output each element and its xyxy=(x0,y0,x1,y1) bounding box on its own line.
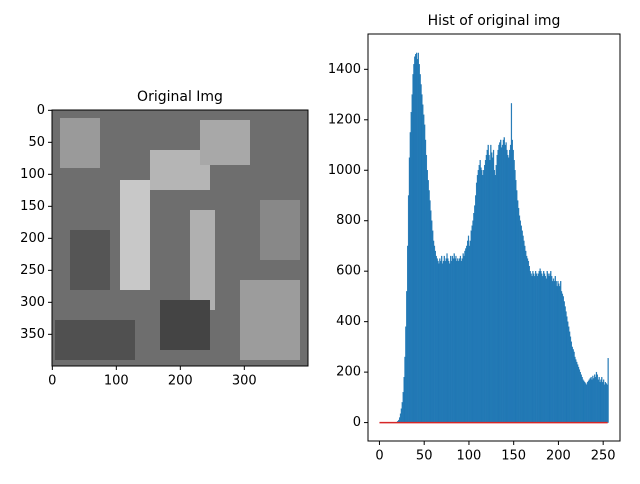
axes-title: Hist of original img xyxy=(428,13,561,29)
x-tick-label: 200 xyxy=(168,374,193,389)
image-block xyxy=(260,200,300,260)
image-block xyxy=(70,230,110,290)
y-tick-label: 200 xyxy=(20,231,45,246)
y-tick-label: 800 xyxy=(336,213,361,228)
y-tick-label: 300 xyxy=(20,295,45,310)
y-tick-label: 0 xyxy=(353,415,361,430)
image-block xyxy=(60,118,100,168)
image-block xyxy=(160,300,210,350)
aerial-image xyxy=(52,110,308,366)
y-tick-label: 600 xyxy=(336,264,361,279)
y-tick-label: 50 xyxy=(28,135,45,150)
x-tick-label: 0 xyxy=(48,374,56,389)
x-tick-label: 300 xyxy=(232,374,257,389)
y-tick-label: 100 xyxy=(20,167,45,182)
axes-title: Original Img xyxy=(137,89,223,105)
y-tick-label: 150 xyxy=(20,199,45,214)
image-block xyxy=(200,120,250,165)
y-tick-label: 1200 xyxy=(328,112,361,127)
x-tick-label: 50 xyxy=(416,449,433,464)
image-block xyxy=(190,210,215,310)
x-tick-label: 150 xyxy=(501,449,526,464)
image-block xyxy=(120,180,150,290)
bar xyxy=(608,358,609,422)
y-tick-label: 400 xyxy=(336,314,361,329)
y-tick-label: 350 xyxy=(20,327,45,342)
image-block xyxy=(240,280,300,360)
x-tick-label: 200 xyxy=(546,449,571,464)
y-tick-label: 200 xyxy=(336,365,361,380)
x-tick-label: 100 xyxy=(457,449,482,464)
image-block xyxy=(55,320,135,360)
y-tick-label: 1400 xyxy=(328,62,361,77)
y-tick-label: 250 xyxy=(20,263,45,278)
x-tick-label: 100 xyxy=(104,374,129,389)
y-tick-label: 0 xyxy=(37,103,45,118)
y-tick-label: 1000 xyxy=(328,163,361,178)
x-tick-label: 250 xyxy=(591,449,616,464)
x-tick-label: 0 xyxy=(375,449,383,464)
